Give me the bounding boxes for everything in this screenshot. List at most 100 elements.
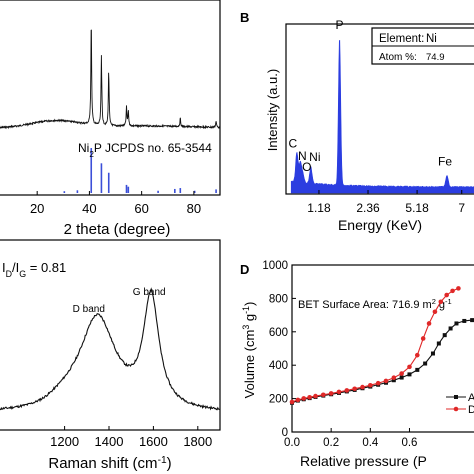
series-D-point-5 [321,392,326,398]
series-A-point-16 [407,372,412,377]
id-ig-ratio-part: /I [12,260,19,275]
panel-d-xlabel-part: Relative pressure (P [300,453,427,469]
series-D-point-4 [313,393,318,399]
panel-a-frame [0,0,221,196]
panel-d-ytick-label-4: 800 [269,293,288,305]
panel-c-xlabel-part: -1 [158,455,167,466]
series-A-point-25 [470,318,474,323]
panel-d-ytick-label-2: 400 [269,360,288,372]
panel-d-xtick-label-1: 0.2 [323,437,339,449]
panel-a-xtick-label-2: 60 [134,201,148,216]
panel-b-ylabel: Intensity (a.u.) [265,69,280,151]
panel-d-label: D [240,262,249,277]
series-D-point-11 [368,382,373,388]
panel-b-xtick-label-2: 5.18 [405,201,429,215]
panel-d-ylabel-part: g [242,314,257,325]
bet-surface-area-part: 2 [432,297,436,306]
series-D-point-0 [289,399,295,405]
series-A-point-22 [448,326,453,331]
panel-d-xtick-label-2: 0.4 [362,437,379,449]
raman-spectrum [0,287,220,411]
panel-b-xlabel: Energy (KeV) [338,217,422,233]
id-ig-ratio-part: D [6,269,12,279]
series-D-point-6 [328,391,334,396]
series-D-point-15 [399,371,404,376]
series-D-point-14 [391,375,397,381]
panel-b-xtick-label-1: 2.36 [356,201,380,215]
table-row-value-1: 74.9 [426,52,445,63]
reference-label-part: P JCPDS no. 65-3544 [94,141,212,155]
panel-c-xlabel-part: ) [167,455,172,472]
series-A-point-21 [442,333,447,338]
table-row-label-1: Atom %: [379,52,417,63]
id-ig-ratio-part: I [2,260,6,275]
series-A-point-15 [399,375,404,380]
peak-label-5: Fe [438,154,452,168]
id-ig-ratio: ID/IG = 0.81 [2,260,66,279]
legend-label-A: A [468,392,474,404]
peak-label-1: N [298,149,307,163]
panel-d-ytick-label-5: 1000 [262,260,288,272]
panel-d-xtick-label-0: 0.0 [284,437,300,449]
panel-d-xlabel: Relative pressure (P [300,453,427,469]
d-band-label: D band [73,304,105,315]
series-D-point-21 [438,299,444,305]
id-ig-ratio-part: G [19,269,26,279]
panel-d-ylabel-part: 3 [241,325,251,330]
table-row-value-0: Ni [426,33,437,45]
series-D-point-24 [456,286,461,291]
series-D-point-1 [295,397,301,403]
peak-label-4: P [336,18,344,32]
bet-surface-area-part: -1 [445,297,452,306]
series-D-point-23 [450,288,455,294]
panel-d-ylabel-part: -1 [241,306,251,314]
series-D-point-7 [336,389,342,395]
panel-c-xtick-label-2: 1600 [139,434,168,449]
series-D-point-18 [420,336,426,341]
panel-b-label: B [240,10,249,25]
series-A-line [291,319,473,404]
series-A-point-14 [391,378,396,383]
series-A-point-20 [436,341,441,346]
panel-c-xtick-label-3: 1800 [183,434,212,449]
legend-label-D: D [468,404,474,416]
series-D-point-17 [415,352,420,358]
table-row-label-0: Element: [379,33,424,45]
panel-c-xlabel: Raman shift (cm-1) [48,455,171,473]
series-A-point-17 [415,367,420,372]
series-A-point-24 [462,318,467,323]
peak-label-0: C [289,137,298,151]
series-A-point-19 [430,351,435,356]
eds-spectrum [290,39,474,194]
panel-b-xtick-label-0: 1.18 [307,201,331,215]
bet-surface-area: BET Surface Area: 716.9 m2 g-1 [298,297,452,312]
bet-surface-area-part: g [436,299,445,311]
peak-label-3: Ni [309,150,320,164]
reference-label: Ni2P JCPDS no. 65-3544 [78,141,212,159]
panel-c-xtick-label-1: 1400 [95,434,124,449]
id-ig-ratio-part: = 0.81 [26,260,66,275]
panel-d-ytick-label-0: 0 [282,427,288,439]
panel-d-ylabel: Volume (cm3 g-1) [241,302,257,399]
series-D-point-19 [426,321,432,326]
panel-a-xtick-label-3: 80 [187,201,201,216]
g-band-label: G band [133,287,166,298]
series-D-point-10 [360,384,365,390]
series-D-point-22 [444,292,449,298]
legend-marker-D [453,406,459,412]
series-D-point-20 [432,309,438,315]
panel-d-frame [291,264,474,433]
series-A-point-18 [423,361,428,366]
series-D-point-9 [352,386,357,392]
peak-label-2: O [302,160,311,174]
panel-c-xlabel-part: Raman shift (cm [48,455,157,472]
series-D-point-3 [307,394,312,400]
panel-a-xlabel: 2 theta (degree) [64,221,171,238]
legend-marker-A [454,395,458,399]
panel-d-ytick-label-3: 600 [269,327,288,339]
panel-a-xtick-label-0: 20 [30,201,44,216]
series-D-point-13 [383,378,389,384]
series-D-point-16 [407,364,412,370]
panel-d-xtick-label-3: 0.6 [401,437,417,449]
